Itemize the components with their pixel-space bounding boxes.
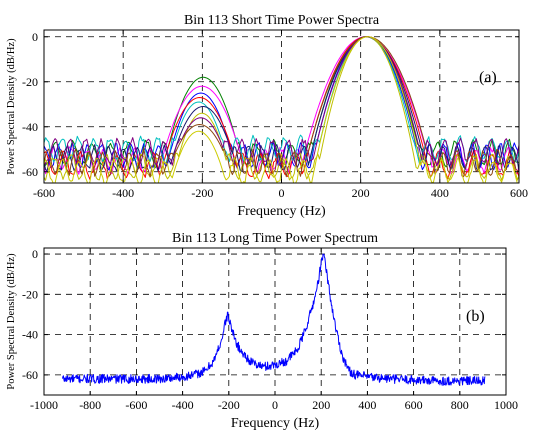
y-tick-label: 0 bbox=[32, 247, 38, 261]
x-tick-label: -600 bbox=[33, 186, 55, 200]
series-line-8 bbox=[44, 36, 519, 167]
chart-b-title: Bin 113 Long Time Power Spectrum bbox=[172, 231, 378, 246]
chart-b-grid bbox=[44, 248, 506, 395]
chart-b-annotation: (b) bbox=[466, 308, 485, 325]
x-tick-label: 0 bbox=[279, 186, 285, 200]
chart-b-ticks: -1000 -800 -600 -400 -200 0 200 400 600 800 1000 0 -… bbox=[22, 247, 518, 412]
chart-a-ticks: -600 -400 -200 0 200 400 600 0 -20 -40 -60 bbox=[22, 30, 528, 200]
x-tick-label: -200 bbox=[218, 398, 240, 412]
y-tick-label: -20 bbox=[22, 287, 38, 301]
x-tick-label: 400 bbox=[358, 398, 376, 412]
series-line-1 bbox=[62, 253, 486, 386]
chart-a-ylabel: Power Spectral Density (dB/Hz) bbox=[6, 38, 17, 175]
y-tick-label: -20 bbox=[22, 75, 38, 89]
y-tick-label: -40 bbox=[22, 120, 38, 134]
panel-a: Bin 113 Short Time Power Spectra -600 -40… bbox=[6, 13, 528, 219]
series-line-7 bbox=[44, 36, 519, 181]
x-tick-label: 600 bbox=[405, 398, 423, 412]
y-tick-label: 0 bbox=[32, 30, 38, 44]
chart-a-xlabel: Frequency (Hz) bbox=[237, 204, 326, 219]
chart-a-frame bbox=[43, 29, 520, 184]
panel-b: Bin 113 Long Time Power Spectrum -1000 -8… bbox=[6, 231, 518, 431]
chart-a-annotation: (a) bbox=[479, 69, 497, 86]
x-tick-label: 0 bbox=[272, 398, 278, 412]
y-tick-label: -60 bbox=[22, 165, 38, 179]
y-tick-label: -60 bbox=[22, 368, 38, 382]
series-line-9 bbox=[44, 36, 519, 178]
series-line-1 bbox=[44, 36, 519, 169]
y-tick-label: -40 bbox=[22, 328, 38, 342]
chart-b-frame bbox=[43, 247, 507, 396]
x-tick-label: -800 bbox=[79, 398, 101, 412]
x-tick-label: 400 bbox=[431, 186, 449, 200]
x-tick-label: -1000 bbox=[30, 398, 58, 412]
x-tick-label: 800 bbox=[451, 398, 469, 412]
chart-a-title: Bin 113 Short Time Power Spectra bbox=[184, 13, 380, 28]
x-tick-label: 600 bbox=[510, 186, 528, 200]
x-tick-label: -400 bbox=[172, 398, 194, 412]
chart-b-ylabel: Power Spectral Density (dB/Hz) bbox=[6, 253, 17, 390]
x-tick-label: 200 bbox=[352, 186, 370, 200]
x-tick-label: -600 bbox=[125, 398, 147, 412]
x-tick-label: 200 bbox=[312, 398, 330, 412]
chart-b-xlabel: Frequency (Hz) bbox=[231, 416, 320, 431]
x-tick-label: -400 bbox=[112, 186, 134, 200]
x-tick-label: 1000 bbox=[494, 398, 518, 412]
x-tick-label: -200 bbox=[191, 186, 213, 200]
